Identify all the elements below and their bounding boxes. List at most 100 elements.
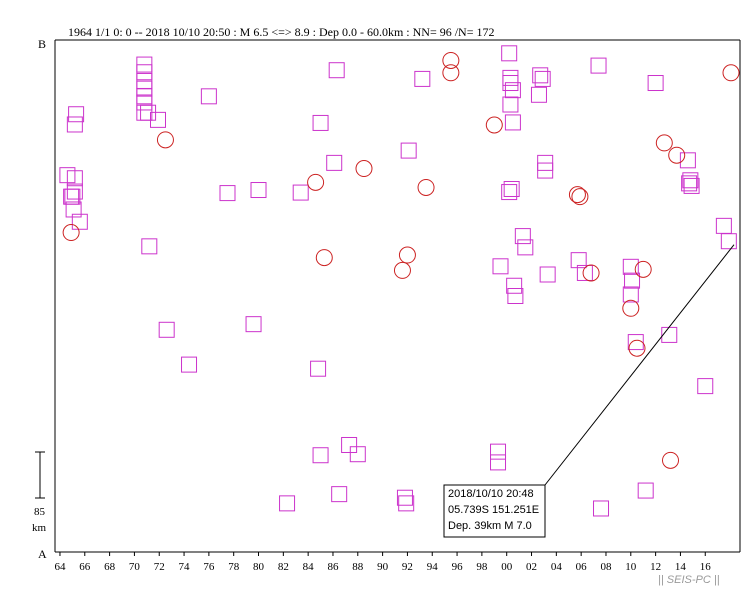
event-square-marker [697, 378, 714, 395]
event-circle-marker [62, 224, 80, 242]
event-square-marker [504, 114, 521, 131]
axis-end-label-a: A [38, 547, 47, 561]
x-tick-label: 04 [551, 561, 563, 573]
event-circle-marker [634, 260, 652, 278]
x-tick-label: 14 [675, 561, 687, 573]
event-square-marker [715, 217, 732, 234]
event-square-marker [576, 264, 593, 281]
scale-bar: 85 km [32, 451, 47, 534]
x-tick-label: 66 [79, 561, 91, 573]
event-circle-marker [668, 146, 686, 164]
event-circle-marker [417, 178, 435, 196]
x-tick-label: 74 [179, 561, 191, 573]
event-square-marker [326, 154, 343, 171]
event-square-marker [136, 94, 153, 111]
x-tick-label: 92 [402, 561, 413, 573]
x-tick-label: 96 [452, 561, 464, 573]
event-square-marker [622, 258, 639, 275]
callout-date: 2018/10/10 20:48 [448, 488, 534, 500]
event-square-marker [219, 185, 236, 202]
x-tick-label: 72 [154, 561, 165, 573]
event-square-marker [537, 154, 554, 171]
event-circle-marker [156, 131, 174, 149]
event-circle-marker [722, 64, 740, 82]
x-tick-label: 64 [54, 561, 66, 573]
event-circle-marker [628, 339, 646, 357]
x-tick-label: 88 [352, 561, 364, 573]
event-square-marker [622, 286, 639, 303]
x-tick-label: 84 [303, 561, 315, 573]
event-square-marker [398, 495, 415, 512]
event-square-marker [679, 152, 696, 169]
event-square-marker [501, 45, 518, 62]
event-square-marker [683, 177, 700, 194]
event-square-marker [341, 436, 358, 453]
event-square-marker [310, 360, 327, 377]
event-square-marker [66, 183, 83, 200]
event-square-marker [66, 170, 83, 187]
x-tick-label: 10 [625, 561, 637, 573]
event-square-marker [590, 57, 607, 74]
event-square-marker [245, 316, 262, 333]
event-square-marker [490, 443, 507, 460]
event-circle-marker [398, 246, 416, 264]
event-square-marker [158, 321, 175, 338]
event-square-marker [637, 482, 654, 499]
event-circle-marker [568, 186, 586, 204]
event-circle-marker [655, 134, 673, 152]
event-square-marker [349, 446, 366, 463]
callout-depth-magnitude: Dep. 39km M 7.0 [448, 520, 532, 532]
event-square-marker [501, 184, 518, 201]
event-square-marker [65, 201, 82, 218]
x-tick-label: 98 [476, 561, 488, 573]
event-square-marker [532, 67, 549, 84]
event-square-marker [517, 239, 534, 256]
event-square-marker [328, 62, 345, 79]
event-square-marker [514, 228, 531, 245]
event-square-marker [149, 111, 166, 128]
event-square-marker [490, 454, 507, 471]
event-square-marker [534, 70, 551, 87]
x-tick-label: 06 [576, 561, 588, 573]
event-circle-marker [662, 451, 680, 469]
event-square-marker [503, 180, 520, 197]
event-square-marker [593, 500, 610, 517]
x-tick-label: 82 [278, 561, 289, 573]
event-circle-marker [393, 261, 411, 279]
event-circle-marker [442, 51, 460, 69]
event-circle-marker [582, 264, 600, 282]
x-tick-label: 70 [129, 561, 141, 573]
event-square-marker [136, 64, 153, 81]
x-tick-label: 80 [253, 561, 265, 573]
event-square-marker [647, 75, 664, 92]
event-square-marker [71, 213, 88, 230]
event-square-marker [661, 326, 678, 343]
event-square-marker [292, 184, 309, 201]
event-circle-marker [485, 116, 503, 134]
event-square-marker [200, 88, 217, 105]
event-square-marker [66, 116, 83, 133]
event-square-marker [530, 86, 547, 103]
event-square-marker [506, 277, 523, 294]
event-square-marker [624, 272, 641, 289]
software-credit: || SEIS-PC || [658, 574, 720, 586]
event-square-marker [682, 172, 699, 189]
axis-end-label-b: B [38, 37, 46, 51]
event-square-marker [570, 252, 587, 269]
event-square-marker [414, 70, 431, 87]
event-circle-marker [355, 160, 373, 178]
x-tick-label: 90 [377, 561, 389, 573]
event-square-marker [136, 104, 153, 121]
event-square-marker [396, 489, 413, 506]
event-square-marker [504, 82, 521, 99]
event-square-marker [539, 266, 556, 283]
x-tick-label: 12 [650, 561, 661, 573]
callout-location: 05.739S 151.251E [448, 504, 539, 516]
plot-frame [54, 39, 741, 553]
event-square-marker [250, 182, 267, 199]
event-square-marker [331, 486, 348, 503]
event-circle-marker [571, 188, 589, 206]
x-tick-label: 68 [104, 561, 116, 573]
event-circle-marker [307, 173, 325, 191]
